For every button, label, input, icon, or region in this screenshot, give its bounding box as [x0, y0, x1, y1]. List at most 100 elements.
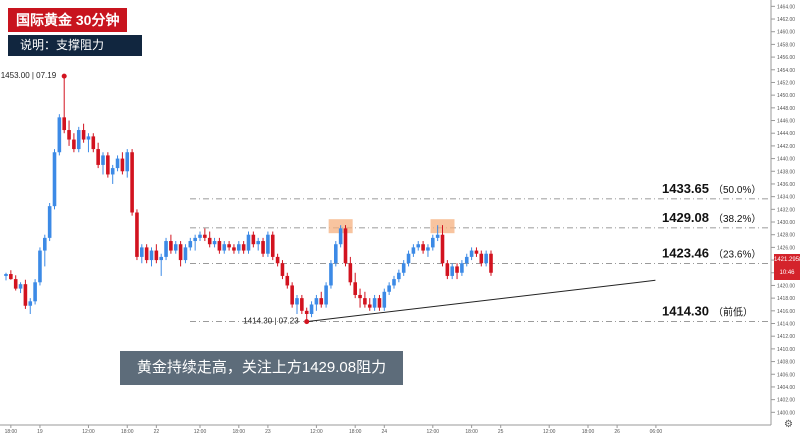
candle-body [266, 234, 270, 254]
candle-body [435, 234, 440, 238]
candle-body [416, 244, 421, 248]
x-tick-label: 22 [154, 429, 160, 435]
x-tick-label: 18:00 [465, 429, 478, 435]
candle-body [334, 244, 338, 264]
x-tick-label: 23 [265, 429, 271, 435]
candle-body [261, 241, 265, 254]
y-tick-label: 1438.00 [777, 169, 795, 175]
x-tick-label: 24 [382, 429, 388, 435]
candle-body [169, 241, 173, 251]
comment-box: 黄金持续走高，关注上方1429.08阻力 [120, 351, 403, 385]
candle-body [198, 234, 202, 238]
y-tick-label: 1400.00 [777, 410, 795, 416]
candle-body [426, 247, 430, 251]
candle-body [484, 253, 488, 264]
candle-body [469, 250, 474, 257]
y-tick-label: 1410.00 [777, 347, 795, 353]
candle-body [76, 130, 81, 150]
y-tick-label: 1462.00 [777, 17, 795, 23]
y-tick-label: 1448.00 [777, 106, 795, 112]
candle-body [135, 212, 139, 257]
candle-body [445, 263, 450, 276]
candle-body [401, 263, 406, 273]
candle-body [275, 256, 280, 264]
x-tick-label: 12:00 [310, 429, 323, 435]
x-tick-label: 18:00 [5, 429, 18, 435]
candle-body [304, 310, 309, 314]
y-tick-label: 1446.00 [777, 119, 795, 125]
candle-body [149, 250, 154, 261]
candle-body [329, 263, 333, 286]
candle-body [460, 263, 464, 273]
candle-body [9, 274, 13, 280]
candle-body [479, 253, 484, 264]
candle-body [120, 158, 125, 172]
candle-body [72, 139, 76, 150]
candle-body [300, 298, 304, 311]
candle-body [280, 263, 285, 276]
settings-icon[interactable]: ⚙ [784, 419, 793, 430]
candle-body [38, 250, 42, 283]
candle-body [4, 274, 8, 276]
y-tick-label: 1454.00 [777, 68, 795, 74]
candle-body [115, 158, 120, 169]
candle-body [217, 241, 222, 251]
candle-body [203, 234, 207, 238]
candle-body [367, 304, 372, 308]
candle-body [96, 149, 100, 165]
y-tick-label: 1442.00 [777, 144, 795, 150]
current-price-tag: 1421.2958 [774, 254, 800, 267]
candle-body [207, 237, 212, 245]
candle-body [125, 152, 130, 172]
candle-body [130, 152, 134, 213]
candle-body [43, 237, 47, 251]
candle-body [57, 117, 62, 153]
candle-body [324, 285, 328, 305]
candle-body [173, 244, 178, 251]
candle-body [101, 155, 105, 165]
y-tick-label: 1402.00 [777, 398, 795, 404]
candle-body [431, 237, 435, 248]
candle-body [212, 241, 217, 245]
y-tick-label: 1420.00 [777, 283, 795, 289]
candle-body [382, 291, 387, 308]
candle-body [348, 263, 353, 283]
y-tick-label: 1440.00 [777, 157, 795, 163]
candle-body [353, 282, 357, 295]
y-tick-label: 1432.00 [777, 207, 795, 213]
candle-body [290, 285, 294, 305]
candle-body [183, 247, 188, 261]
candle-body [440, 234, 445, 264]
current-time-tag: 10:46 [774, 267, 800, 280]
candle-body [154, 250, 159, 261]
y-tick-label: 1460.00 [777, 30, 795, 36]
level-label: 1414.30 （前低） [662, 304, 753, 319]
x-tick-label: 18:00 [349, 429, 362, 435]
y-tick-label: 1458.00 [777, 42, 795, 48]
candle-body [144, 247, 149, 261]
chart-title: 国际黄金 30分钟 [8, 8, 128, 32]
candle-body [285, 275, 290, 286]
candle-body [421, 244, 425, 251]
level-label: 1433.65 （50.0%） [662, 181, 761, 196]
candle-body [18, 284, 23, 289]
candle-body [91, 136, 96, 150]
x-tick-label: 18:00 [582, 429, 595, 435]
x-tick-label: 12:00 [194, 429, 207, 435]
candle-body [387, 285, 391, 292]
chart-subtitle: 说明：支撑阻力 [8, 35, 142, 56]
candle-body [140, 247, 144, 257]
candle-body [295, 298, 299, 305]
candle-body [188, 241, 193, 248]
candle-body [450, 266, 454, 276]
support-trendline [306, 279, 656, 323]
candle-body [464, 256, 469, 264]
candle-body [358, 294, 362, 299]
x-tick-label: 25 [498, 429, 504, 435]
candle-body [309, 304, 314, 314]
candle-body [159, 256, 163, 261]
candle-body [489, 253, 493, 273]
y-tick-label: 1406.00 [777, 372, 795, 378]
y-tick-label: 1416.00 [777, 309, 795, 315]
